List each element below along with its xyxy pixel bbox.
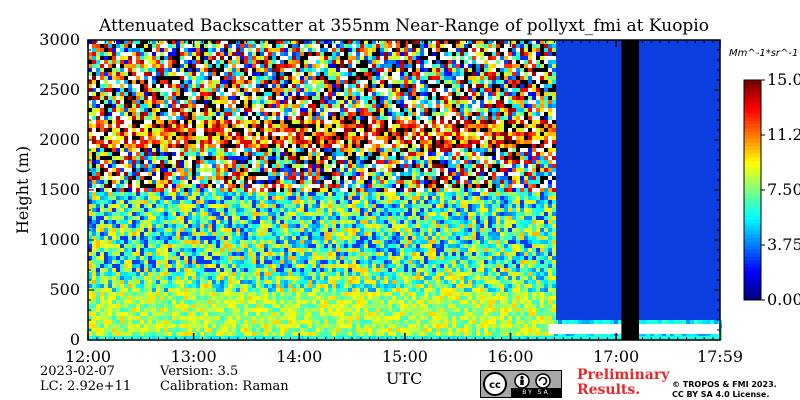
colorbar-tick-label: 15.00 <box>767 70 800 89</box>
x-tick-label: 13:00 <box>171 347 217 366</box>
colorbar-tick-label: 7.50 <box>767 180 800 199</box>
cc-license-badge: cc BY SA <box>480 370 562 398</box>
colorbar-tick-label: 0.00 <box>767 290 800 309</box>
chart-title: Attenuated Backscatter at 355nm Near-Ran… <box>99 16 709 36</box>
y-tick-label: 1500 <box>39 180 80 199</box>
y-tick-label: 0 <box>70 330 80 349</box>
lidar-constant: LC: 2.92e+11 <box>40 379 132 394</box>
no-data-gap <box>621 40 640 340</box>
y-tick-label: 1000 <box>39 230 80 249</box>
colorbar: 0.00 3.75 7.50 11.25 15.00 <box>743 70 800 309</box>
measurement-date: 2023-02-07 <box>40 364 115 379</box>
x-tick-label: 14:00 <box>276 347 322 366</box>
colorbar-tick-label: 11.25 <box>767 125 800 144</box>
calibration-label: Calibration: Raman <box>160 379 289 394</box>
x-axis-label: UTC <box>386 369 423 388</box>
x-tick-label: 16:00 <box>487 347 533 366</box>
y-tick-label: 500 <box>49 280 80 299</box>
y-tick-label: 2500 <box>39 80 80 99</box>
x-tick-label: 17:00 <box>593 347 639 366</box>
preliminary-results-label: Preliminary Results. <box>577 367 670 398</box>
x-tick-label: 12:00 <box>65 347 111 366</box>
colorbar-unit: Mm^-1*sr^-1 <box>729 48 799 59</box>
axes: 0 500 1000 1500 2000 2500 3000 Height (m) 12:00 1… <box>13 30 743 366</box>
y-tick-label: 3000 <box>39 30 80 49</box>
plot-area <box>88 40 722 340</box>
copyright-notice: © TROPOS & FMI 2023. CC BY SA 4.0 Licens… <box>672 380 777 399</box>
x-tick-label: 17:59 <box>697 347 743 366</box>
y-tick-label: 2000 <box>39 130 80 149</box>
version-label: Version: 3.5 <box>160 364 239 379</box>
x-tick-label: 15:00 <box>382 347 428 366</box>
colorbar-tick-label: 3.75 <box>767 235 800 254</box>
y-axis-label: Height (m) <box>13 146 32 234</box>
